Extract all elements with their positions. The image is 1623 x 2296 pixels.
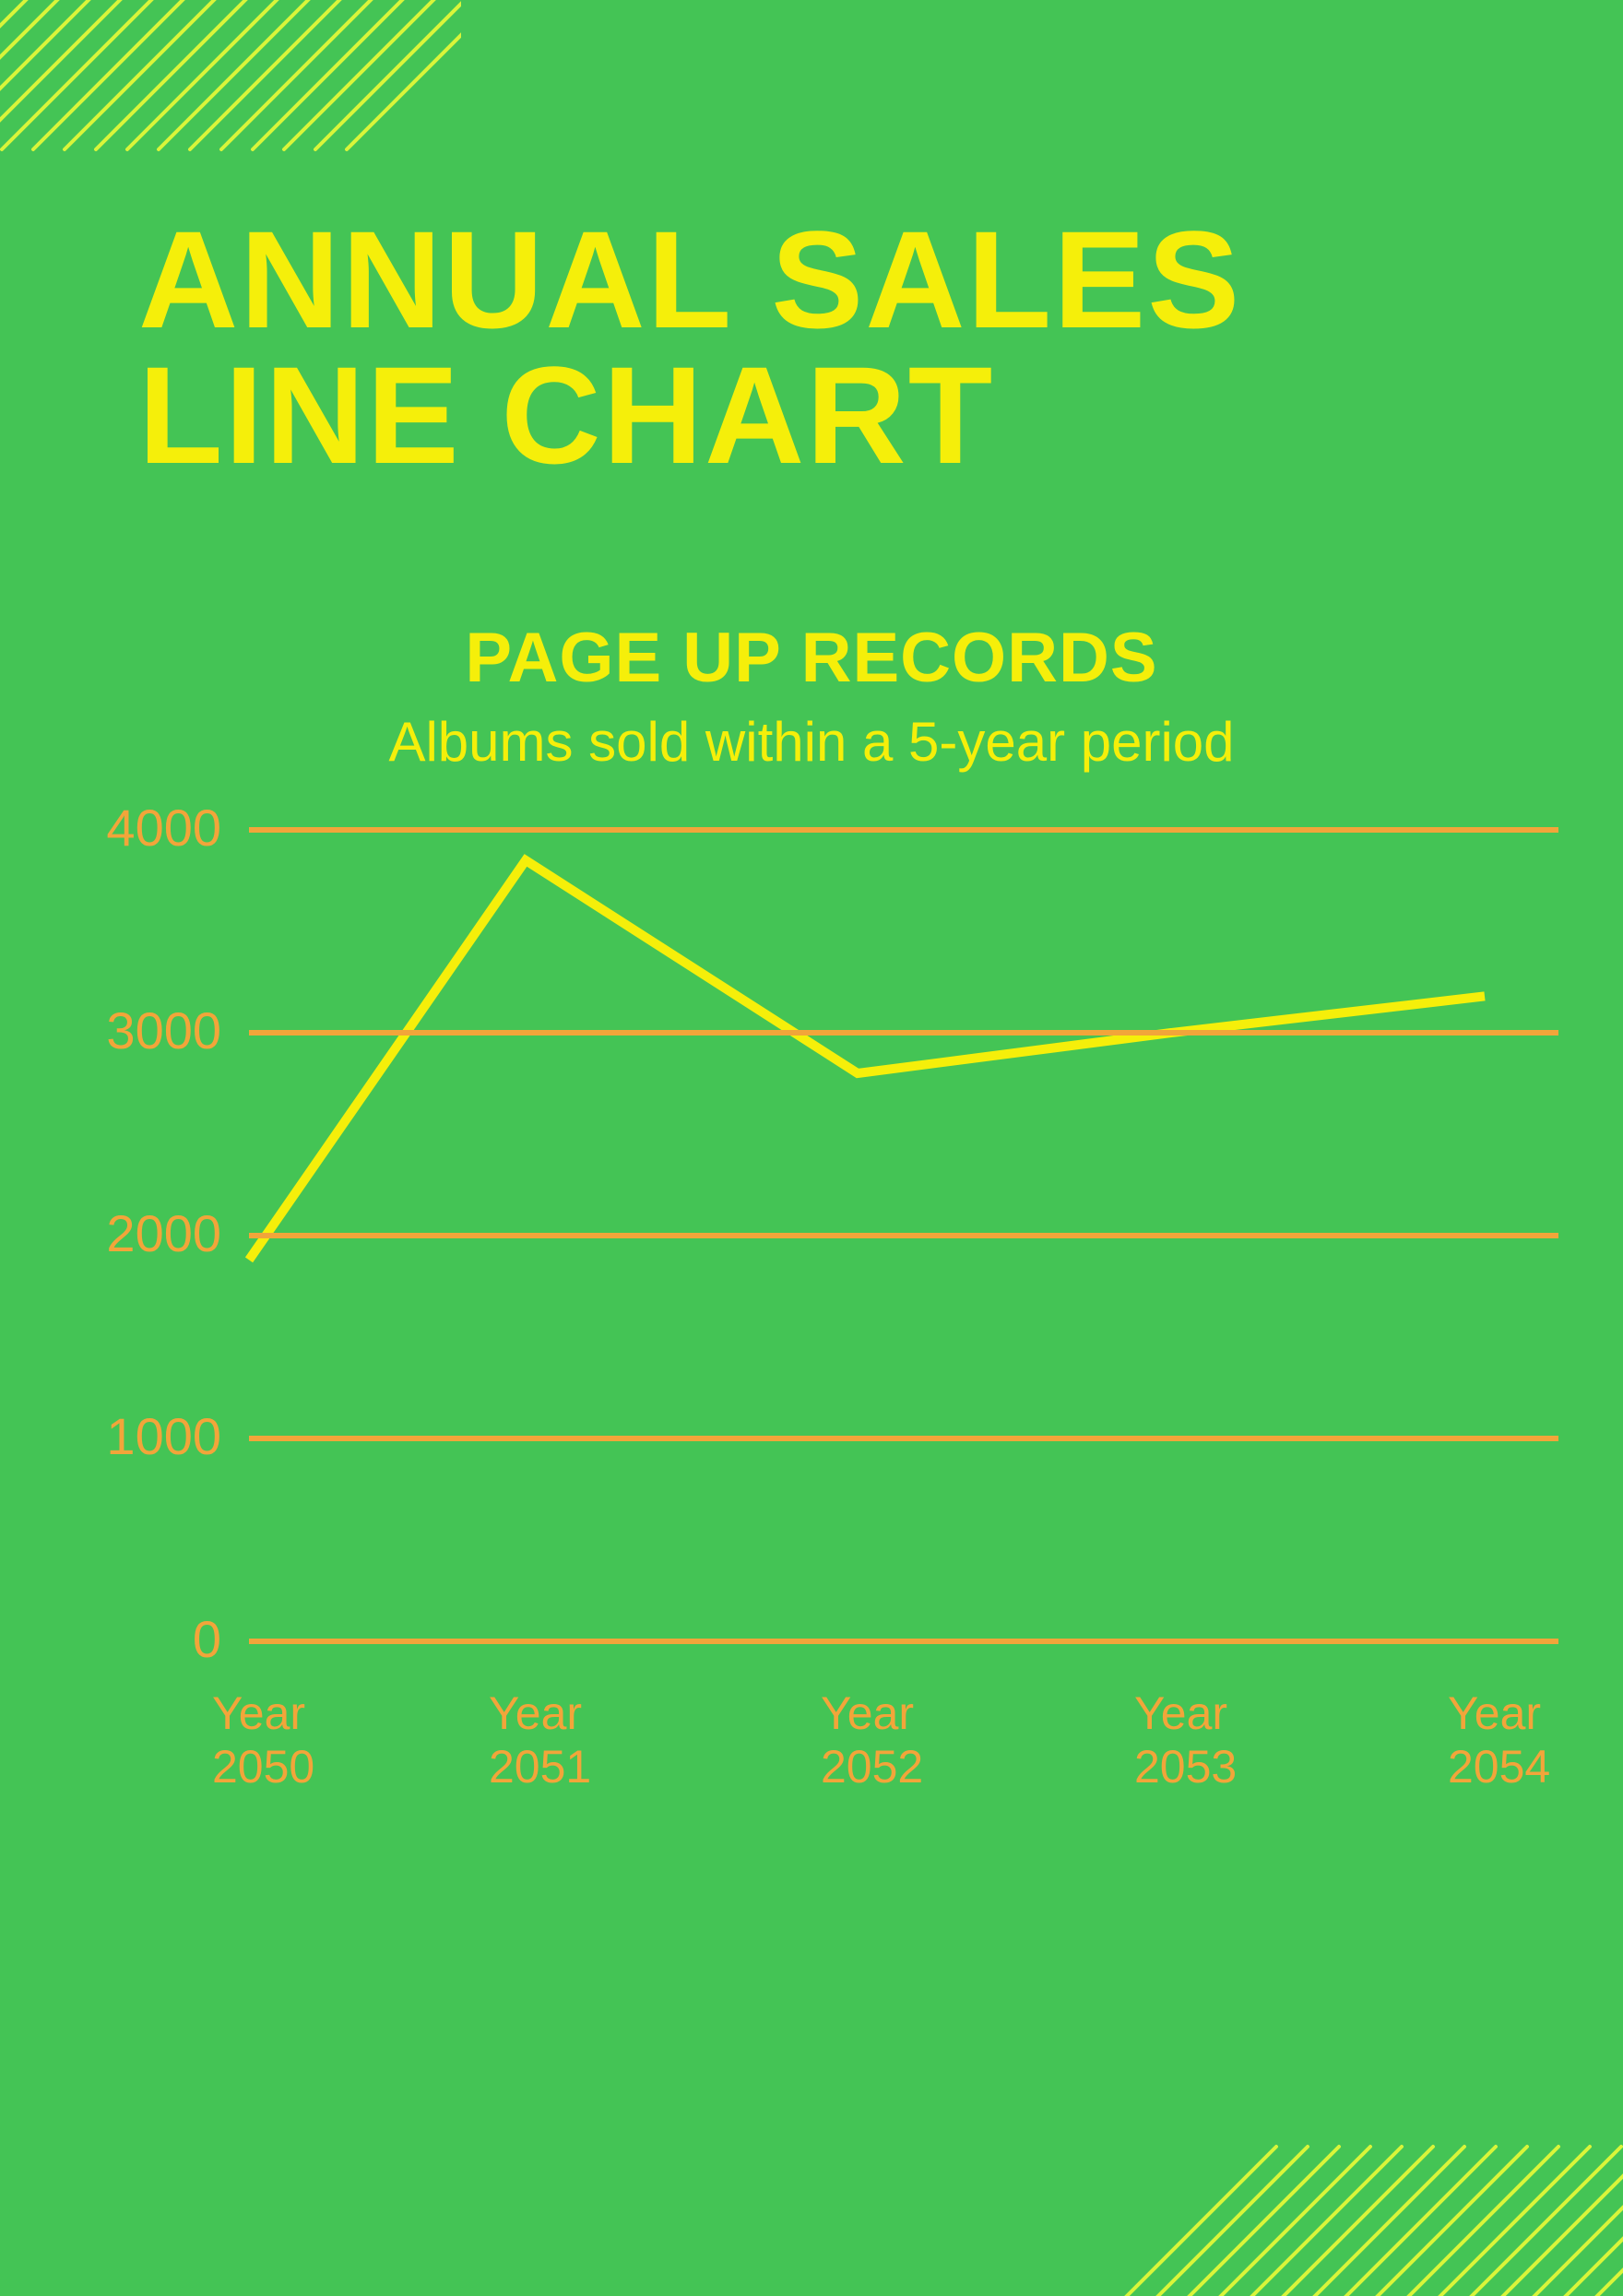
chart-gridline <box>249 827 1558 833</box>
chart-xtick-label: Year2053 <box>1134 1687 1237 1793</box>
chart-ytick-label: 2000 <box>92 1203 221 1263</box>
chart-xtick-label: Year2054 <box>1448 1687 1550 1793</box>
infographic-page: ANNUAL SALES LINE CHART PAGE UP RECORDS … <box>0 0 1623 2296</box>
chart-line-series <box>65 802 1558 1817</box>
line-chart: 01000200030004000Year2050Year2051Year205… <box>65 802 1558 1817</box>
chart-caption: Albums sold within a 5-year period <box>0 710 1623 774</box>
chart-gridline <box>249 1233 1558 1238</box>
heading-line-2: LINE CHART <box>138 337 994 492</box>
decoration-bottom-right <box>1070 1743 1623 2296</box>
heading-line-1: ANNUAL SALES <box>138 202 1241 357</box>
chart-subtitle: PAGE UP RECORDS <box>0 618 1623 698</box>
chart-gridline <box>249 1639 1558 1644</box>
chart-xtick-label: Year2050 <box>212 1687 314 1793</box>
chart-ytick-label: 3000 <box>92 1000 221 1060</box>
chart-xtick-label: Year2051 <box>489 1687 591 1793</box>
page-title: ANNUAL SALES LINE CHART <box>138 212 1241 483</box>
chart-ytick-label: 1000 <box>92 1406 221 1466</box>
chart-ytick-label: 4000 <box>92 798 221 858</box>
chart-gridline <box>249 1030 1558 1036</box>
chart-ytick-label: 0 <box>92 1609 221 1669</box>
chart-xtick-label: Year2052 <box>821 1687 923 1793</box>
chart-gridline <box>249 1436 1558 1441</box>
